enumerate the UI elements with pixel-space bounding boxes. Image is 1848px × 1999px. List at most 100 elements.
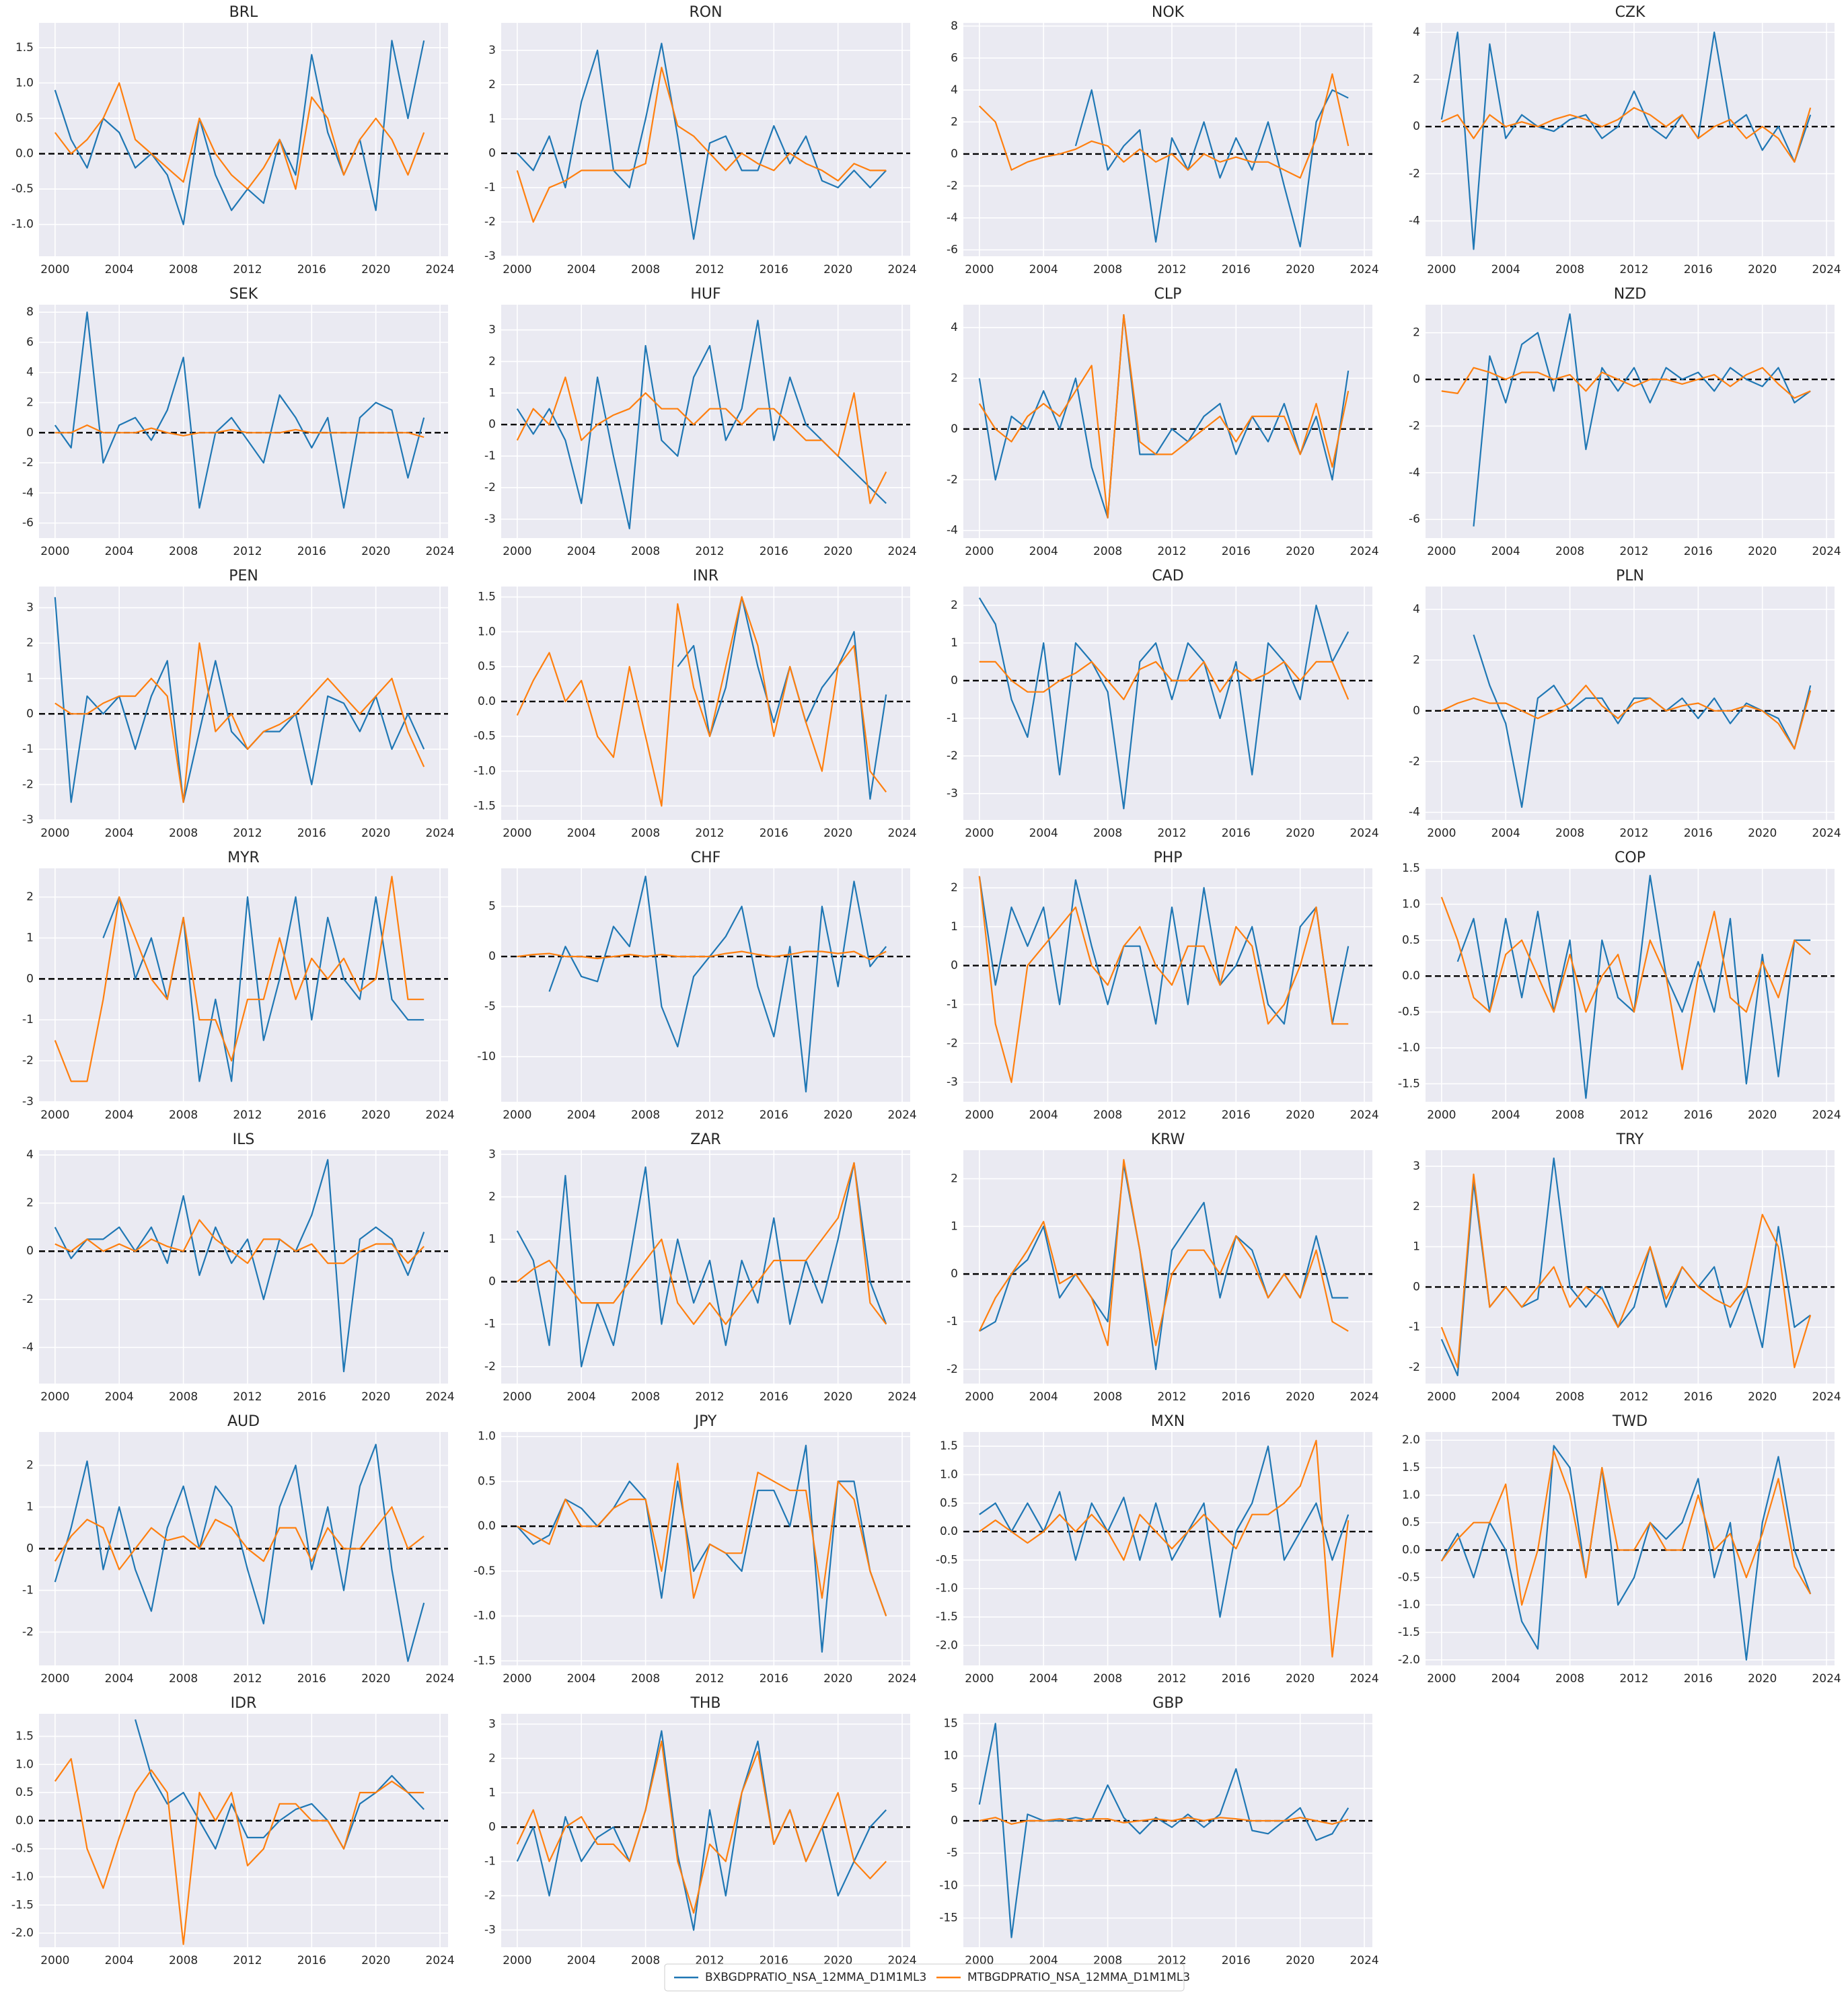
y-tick-label: 0.0 xyxy=(940,1525,958,1538)
plot-background xyxy=(501,1714,910,1947)
y-tick-label: 1.5 xyxy=(15,41,34,54)
y-tick-label: 0.0 xyxy=(478,695,496,708)
series-line xyxy=(1440,1445,1812,1661)
y-tick-label: 10 xyxy=(943,1749,958,1763)
panel: KRW -2 -1 0 1 2 2000 2004 2008 2012 2016 2020 2024 xyxy=(947,1131,1379,1404)
plot-background xyxy=(963,1432,1372,1665)
y-tick-label: 2 xyxy=(951,881,958,895)
x-tick-label: 2020 xyxy=(1748,1108,1777,1122)
x-tick-label: 2000 xyxy=(503,263,531,276)
panel: JPY -1.5 -1.0 -0.5 0.0 0.5 1.0 2000 2004 2008 2012… xyxy=(474,1413,917,1686)
x-tick-label: 2000 xyxy=(503,827,531,840)
y-tick-label: -5 xyxy=(484,1000,496,1014)
y-tick-label: -1.0 xyxy=(474,1610,496,1623)
series-line xyxy=(54,597,425,803)
y-tick-label: -0.5 xyxy=(474,730,496,743)
y-tick-label: -0.5 xyxy=(1398,1571,1420,1584)
y-tick-label: 2.0 xyxy=(1402,1433,1420,1447)
panel: COP -1.5 -1.0 -0.5 0.0 0.5 1.0 1.5 2000 2004 2008 2… xyxy=(1398,850,1841,1122)
x-tick-label: 2012 xyxy=(1619,545,1648,558)
x-tick-label: 2016 xyxy=(1684,1390,1713,1404)
series-line xyxy=(1440,1450,1812,1606)
plot-background xyxy=(39,587,448,820)
x-tick-label: 2016 xyxy=(1222,1954,1251,1967)
x-tick-label: 2004 xyxy=(567,1672,596,1686)
x-tick-label: 2020 xyxy=(361,263,390,276)
x-tick-label: 2024 xyxy=(425,1672,454,1686)
x-tick-label: 2008 xyxy=(1555,1390,1584,1404)
panel: NOK -6 -4 -2 0 2 4 6 8 2000 2004 2008 2012 2016 2020 20… xyxy=(947,4,1379,276)
panel-title: PHP xyxy=(1153,850,1182,866)
series-line xyxy=(516,376,887,504)
y-tick-label: -1 xyxy=(484,1318,496,1331)
x-tick-label: 2008 xyxy=(1555,263,1584,276)
x-tick-label: 2024 xyxy=(887,1672,916,1686)
series-line xyxy=(517,950,887,960)
x-tick-label: 2008 xyxy=(631,1954,660,1967)
x-tick-label: 2000 xyxy=(40,263,69,276)
y-tick-label: -4 xyxy=(1409,214,1420,227)
y-tick-label: 2 xyxy=(488,78,496,91)
x-tick-label: 2004 xyxy=(105,827,134,840)
x-tick-label: 2004 xyxy=(1029,545,1058,558)
legend-label: MTBGDPRATIO_NSA_12MMA_D1M1ML3 xyxy=(967,1971,1190,1984)
y-tick-label: 0 xyxy=(1413,373,1420,386)
x-tick-label: 2012 xyxy=(233,1108,262,1122)
y-tick-label: 2 xyxy=(951,599,958,612)
legend-box xyxy=(664,1963,1185,1992)
y-tick-label: 1.5 xyxy=(478,591,496,604)
panel-title: ILS xyxy=(233,1131,255,1148)
y-tick-label: -1.0 xyxy=(474,764,496,778)
x-tick-label: 2000 xyxy=(965,1390,994,1404)
x-tick-label: 2012 xyxy=(695,1108,724,1122)
x-tick-label: 2024 xyxy=(425,1108,454,1122)
y-tick-label: 2 xyxy=(26,636,34,650)
y-tick-label: -1 xyxy=(484,1854,496,1868)
panel-title: INR xyxy=(693,568,718,584)
y-tick-label: 4 xyxy=(1413,26,1420,39)
y-tick-label: -2 xyxy=(947,749,958,763)
y-tick-label: -2 xyxy=(484,481,496,494)
x-tick-label: 2008 xyxy=(1093,1390,1122,1404)
x-tick-label: 2000 xyxy=(965,263,994,276)
y-tick-label: 2 xyxy=(26,396,34,410)
x-tick-label: 2024 xyxy=(425,545,454,558)
y-tick-label: 15 xyxy=(943,1717,958,1730)
series-line xyxy=(54,1159,425,1373)
series-line xyxy=(517,1162,887,1325)
series-line xyxy=(1473,634,1812,808)
x-tick-label: 2000 xyxy=(1427,1672,1456,1686)
y-tick-label: 1.0 xyxy=(15,76,34,89)
series-line xyxy=(1440,897,1811,1071)
x-tick-label: 2008 xyxy=(169,263,198,276)
series-line xyxy=(516,42,887,240)
x-tick-label: 2004 xyxy=(105,263,134,276)
series-line xyxy=(978,1723,1350,1938)
y-tick-label: -1 xyxy=(947,712,958,725)
x-tick-label: 2004 xyxy=(105,1108,134,1122)
series-line xyxy=(978,1159,1349,1347)
x-tick-label: 2016 xyxy=(760,1108,788,1122)
series-line xyxy=(1441,367,1811,399)
panel-title: GBP xyxy=(1152,1695,1183,1712)
y-tick-label: 4 xyxy=(26,366,34,379)
x-tick-label: 2020 xyxy=(361,1954,390,1967)
x-tick-label: 2000 xyxy=(40,1672,69,1686)
x-tick-label: 2004 xyxy=(1029,263,1058,276)
panel: RON -3 -2 -1 0 1 2 3 2000 2004 2008 2012 2016 2020 202… xyxy=(484,4,917,276)
y-tick-label: 2 xyxy=(1413,326,1420,340)
x-tick-label: 2020 xyxy=(1286,263,1315,276)
x-tick-label: 2020 xyxy=(361,1108,390,1122)
y-tick-label: 1 xyxy=(26,1501,34,1514)
x-tick-label: 2004 xyxy=(567,1108,596,1122)
plot-background xyxy=(1426,23,1835,256)
y-tick-label: 0.5 xyxy=(478,1474,496,1488)
x-tick-label: 2012 xyxy=(233,827,262,840)
panel: MXN -2.0 -1.5 -1.0 -0.5 0.0 0.5 1.0 1.5 2000 2004 2… xyxy=(936,1413,1379,1686)
plot-background xyxy=(501,23,910,256)
y-tick-label: 3 xyxy=(26,601,34,615)
y-tick-label: 2 xyxy=(1413,653,1420,667)
y-tick-label: 0.0 xyxy=(15,147,34,161)
y-tick-label: 2 xyxy=(951,115,958,128)
series-line xyxy=(978,314,1350,519)
